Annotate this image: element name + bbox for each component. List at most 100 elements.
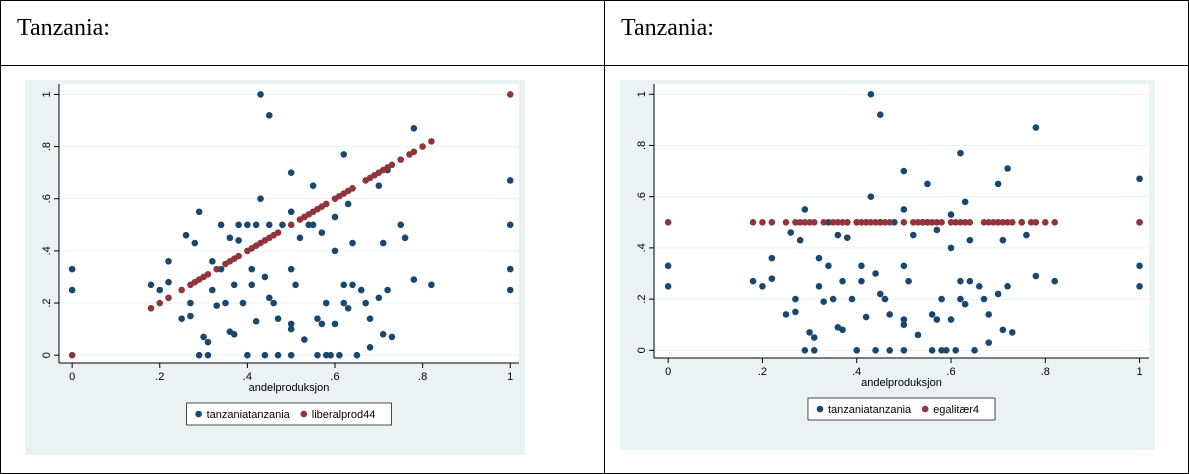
legend-label: liberalprod44 [312, 409, 376, 421]
point [928, 347, 936, 354]
point [825, 218, 832, 226]
point [829, 218, 837, 226]
point [810, 218, 818, 226]
point [759, 282, 766, 290]
point [349, 239, 356, 247]
point [1004, 218, 1011, 226]
x-tick-label: 0 [665, 366, 671, 378]
point [876, 290, 884, 298]
point [792, 295, 799, 303]
point [187, 312, 194, 320]
point [235, 237, 242, 244]
header-text: Tanzania: [17, 15, 110, 41]
point [362, 299, 369, 307]
point [239, 299, 247, 307]
point [872, 270, 879, 277]
point [410, 276, 418, 283]
point [331, 247, 339, 255]
point [782, 311, 790, 318]
x-tick-label: .4 [852, 366, 861, 378]
point [801, 218, 809, 226]
point [248, 265, 256, 273]
point [853, 218, 861, 226]
point [994, 218, 1002, 226]
point [924, 218, 931, 226]
chart: 0 .2 .4 .6 .8 1 0 .2 .4 .6 .8 1 andelproduksjon tanza… [620, 80, 1155, 450]
point [1041, 218, 1049, 226]
point [905, 277, 912, 285]
point [796, 218, 804, 226]
y-tick-label: 1 [41, 91, 53, 97]
legend-marker [300, 410, 308, 418]
point [961, 300, 969, 308]
point [327, 351, 334, 359]
point [287, 208, 295, 216]
point [792, 218, 799, 226]
point [191, 239, 199, 247]
point [244, 221, 251, 229]
point [872, 218, 879, 226]
point [397, 221, 405, 229]
x-tick-label: .2 [155, 371, 164, 383]
point [506, 286, 514, 294]
point [806, 329, 813, 336]
point [344, 304, 352, 312]
point [966, 277, 974, 285]
y-tick-label: .2 [41, 298, 53, 307]
point [340, 281, 348, 289]
point [909, 218, 917, 226]
point [980, 218, 988, 226]
y-tick-label: .6 [636, 192, 648, 201]
point [947, 316, 955, 323]
point [379, 331, 387, 338]
point [230, 281, 238, 289]
x-tick-label: .2 [758, 366, 767, 378]
legend-marker [921, 405, 929, 413]
point [217, 221, 225, 229]
y-tick-label: .6 [41, 194, 53, 203]
legend-marker [195, 410, 202, 418]
point [68, 286, 76, 294]
point [961, 218, 969, 226]
point [209, 258, 216, 265]
point [952, 218, 960, 226]
point [165, 278, 172, 286]
point [806, 218, 813, 226]
point [914, 218, 922, 226]
point [834, 231, 842, 239]
point [853, 347, 861, 354]
point [318, 320, 326, 328]
point [825, 262, 832, 270]
point [506, 221, 514, 229]
point [428, 138, 435, 145]
point [375, 182, 383, 189]
point [947, 244, 955, 252]
point [1051, 218, 1059, 226]
point [314, 351, 321, 359]
point [287, 265, 295, 273]
point [1004, 165, 1011, 172]
point [187, 299, 194, 307]
point [985, 218, 993, 226]
point [204, 338, 212, 346]
point [265, 221, 273, 229]
point [938, 218, 945, 226]
point [829, 295, 837, 303]
point [867, 90, 875, 98]
y-tick-label: .8 [636, 141, 648, 150]
point [792, 308, 799, 316]
point [664, 262, 672, 270]
point [933, 218, 941, 226]
point [274, 315, 282, 322]
point [301, 336, 308, 343]
point [353, 351, 361, 359]
point [787, 229, 795, 236]
x-tick-label: 1 [507, 371, 513, 383]
x-tick-label: 1 [1137, 366, 1143, 378]
point [815, 282, 823, 290]
point [340, 151, 348, 158]
chart: 0 .2 .4 .6 .8 1 0 .2 .4 .6 .8 1 andelproduksjon tanza… [25, 80, 525, 455]
point [274, 229, 282, 236]
point [999, 236, 1007, 244]
point [340, 299, 348, 307]
